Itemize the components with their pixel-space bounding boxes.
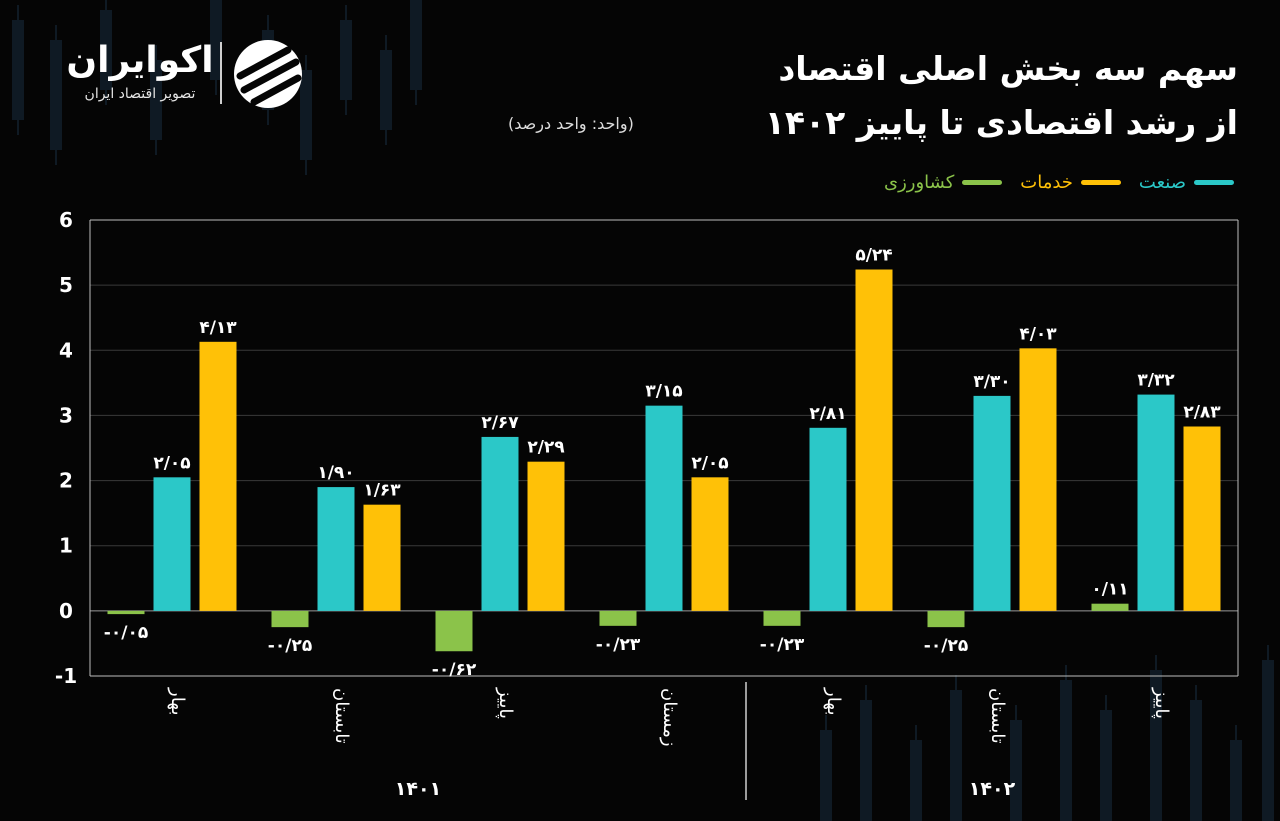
data-label-services: ۴/۰۳: [1019, 324, 1057, 344]
brand-logo: اکوایران تصویر اقتصاد ایران: [40, 32, 320, 112]
data-label-industry: ۱/۹۰: [317, 463, 354, 483]
data-label-industry: ۳/۳۰: [973, 372, 1010, 392]
bar-agriculture: [271, 610, 309, 628]
chart-title-block: سهم سه بخش اصلی اقتصاد از رشد اقتصادی تا…: [765, 42, 1238, 150]
x-category-label: تابستان: [987, 688, 1008, 744]
data-label-agriculture: -۰/۲۵: [924, 636, 968, 656]
y-tick-label: 1: [59, 534, 73, 558]
bar-industry: [1137, 394, 1175, 611]
brand-tagline: تصویر اقتصاد ایران: [84, 86, 196, 102]
bar-industry: [809, 427, 847, 611]
legend-label-industry: صنعت: [1138, 172, 1186, 193]
bar-services: [527, 461, 565, 611]
chart-title: سهم سه بخش اصلی اقتصاد: [778, 49, 1238, 88]
bar-industry: [645, 405, 683, 611]
x-category-label: بهار: [823, 687, 844, 715]
data-label-services: ۲/۰۵: [691, 453, 728, 473]
legend-item-services: خدمات: [1020, 172, 1121, 193]
bar-industry: [481, 436, 519, 611]
data-label-industry: ۲/۸۱: [809, 404, 846, 424]
data-label-agriculture: -۰/۲۳: [760, 635, 805, 655]
y-tick-label: 0: [59, 599, 73, 623]
data-label-agriculture: -۰/۰۵: [104, 623, 148, 643]
chart-subtitle: از رشد اقتصادی تا پاییز ۱۴۰۲: [764, 103, 1238, 142]
legend-label-agriculture: کشاورزی: [883, 172, 955, 193]
data-label-agriculture: -۰/۲۳: [596, 635, 641, 655]
x-group-label: ۱۴۰۱: [395, 778, 441, 800]
data-label-services: ۴/۱۳: [199, 318, 237, 338]
data-label-services: ۲/۲۹: [527, 438, 565, 458]
bar-agriculture: [107, 610, 145, 615]
legend-swatch-services: [1080, 180, 1121, 185]
legend-swatch-industry: [1194, 180, 1234, 185]
legend-item-industry: صنعت: [1139, 172, 1234, 193]
data-label-industry: ۲/۰۵: [153, 453, 190, 473]
bar-industry: [153, 477, 191, 611]
bar-chart: -1 0 1 2 3 4 5 6 -۰/۰۵ ۲/۰۵ ۴/۱۳ بهار -۰/۲۵ ۱/۹۰ ۱/۶۳ ت…: [55, 208, 1239, 800]
data-label-agriculture: -۰/۶۲: [432, 660, 477, 680]
data-label-services: ۲/۸۳: [1183, 403, 1221, 423]
data-label-services: ۵/۲۴: [855, 246, 892, 266]
bar-agriculture: [1091, 603, 1129, 611]
y-tick-label: 6: [59, 208, 73, 232]
bar-services: [855, 269, 893, 611]
logo-divider: [220, 42, 222, 104]
bar-agriculture: [435, 610, 473, 652]
bar-industry: [317, 487, 355, 611]
y-tick-label: 4: [59, 338, 73, 362]
y-tick-label: 3: [59, 403, 73, 427]
x-category-label: زمستان: [659, 688, 680, 747]
x-group-label: ۱۴۰۲: [969, 778, 1016, 800]
chart-legend: صنعت خدمات کشاورزی: [884, 172, 1234, 193]
brand-name: اکوایران: [66, 40, 214, 81]
bar-services: [363, 504, 401, 611]
bar-services: [691, 477, 729, 611]
legend-item-agriculture: کشاورزی: [883, 172, 1003, 193]
x-category-label: تابستان: [331, 688, 352, 744]
bar-agriculture: [927, 610, 965, 628]
bar-services: [199, 341, 237, 611]
legend-label-services: خدمات: [1020, 172, 1073, 193]
bar-agriculture: [599, 610, 637, 626]
bar-services: [1183, 426, 1221, 611]
data-label-agriculture: ۰/۱۱: [1091, 580, 1128, 600]
bar-industry: [973, 395, 1011, 611]
bar-agriculture: [763, 610, 801, 626]
bar-services: [1019, 348, 1057, 611]
brand-mark-icon: [234, 40, 302, 108]
data-label-industry: ۳/۱۵: [645, 382, 682, 402]
data-label-industry: ۲/۶۷: [481, 413, 519, 433]
x-category-label: پاییز: [1151, 687, 1172, 719]
y-tick-label: 5: [59, 273, 73, 297]
x-category-label: پاییز: [495, 687, 516, 719]
data-label-agriculture: -۰/۲۵: [268, 636, 312, 656]
y-tick-label: -1: [55, 664, 77, 688]
x-category-label: بهار: [167, 687, 188, 715]
y-tick-label: 2: [59, 469, 73, 493]
data-label-services: ۱/۶۳: [363, 481, 401, 501]
legend-swatch-agriculture: [962, 180, 1003, 185]
data-label-industry: ۳/۳۲: [1137, 371, 1175, 391]
unit-note: (واحد: واحد درصد): [508, 114, 634, 133]
